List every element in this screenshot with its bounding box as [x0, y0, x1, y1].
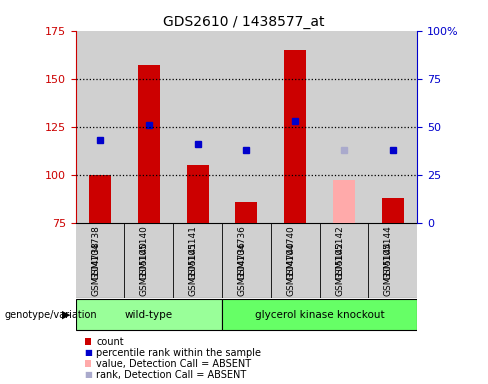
Text: GSM105142: GSM105142: [335, 241, 344, 296]
Bar: [222, 300, 417, 330]
Bar: [368, 31, 417, 223]
Bar: [89, 175, 111, 223]
Text: GSM104740: GSM104740: [286, 225, 295, 280]
Text: GSM105144: GSM105144: [384, 241, 393, 296]
Text: genotype/variation: genotype/variation: [5, 310, 98, 320]
Bar: [285, 50, 306, 223]
Text: GSM105144: GSM105144: [384, 225, 393, 280]
Bar: [124, 31, 173, 223]
Text: rank, Detection Call = ABSENT: rank, Detection Call = ABSENT: [96, 370, 246, 380]
Text: GSM105142: GSM105142: [335, 225, 344, 280]
Bar: [173, 31, 222, 223]
Text: wild-type: wild-type: [125, 310, 173, 320]
Bar: [320, 223, 368, 298]
Text: ■: ■: [84, 370, 92, 379]
Bar: [271, 31, 320, 223]
Bar: [76, 31, 124, 223]
Bar: [222, 223, 271, 298]
Text: GSM105140: GSM105140: [140, 241, 149, 296]
Bar: [271, 223, 320, 298]
Bar: [124, 223, 173, 298]
Bar: [173, 223, 222, 298]
Text: GSM105140: GSM105140: [140, 225, 149, 280]
Text: glycerol kinase knockout: glycerol kinase knockout: [255, 310, 385, 320]
Text: count: count: [96, 336, 124, 346]
Bar: [76, 223, 124, 298]
Bar: [222, 31, 271, 223]
Bar: [187, 165, 209, 223]
Bar: [236, 202, 258, 223]
Text: GSM104740: GSM104740: [286, 241, 295, 296]
Bar: [333, 180, 355, 223]
Text: GSM104736: GSM104736: [238, 225, 246, 280]
Bar: [138, 65, 160, 223]
Text: GSM105141: GSM105141: [189, 241, 198, 296]
Bar: [320, 31, 368, 223]
Bar: [368, 223, 417, 298]
Text: GSM105141: GSM105141: [189, 225, 198, 280]
Text: GSM104738: GSM104738: [91, 241, 100, 296]
Text: ■: ■: [84, 348, 92, 357]
Text: ▶: ▶: [61, 310, 70, 320]
Bar: [76, 300, 222, 330]
Text: GSM104736: GSM104736: [238, 241, 246, 296]
Text: value, Detection Call = ABSENT: value, Detection Call = ABSENT: [96, 359, 251, 369]
Text: percentile rank within the sample: percentile rank within the sample: [96, 348, 261, 358]
Text: GDS2610 / 1438577_at: GDS2610 / 1438577_at: [163, 15, 325, 29]
Bar: [382, 198, 404, 223]
Text: GSM104738: GSM104738: [91, 225, 100, 280]
